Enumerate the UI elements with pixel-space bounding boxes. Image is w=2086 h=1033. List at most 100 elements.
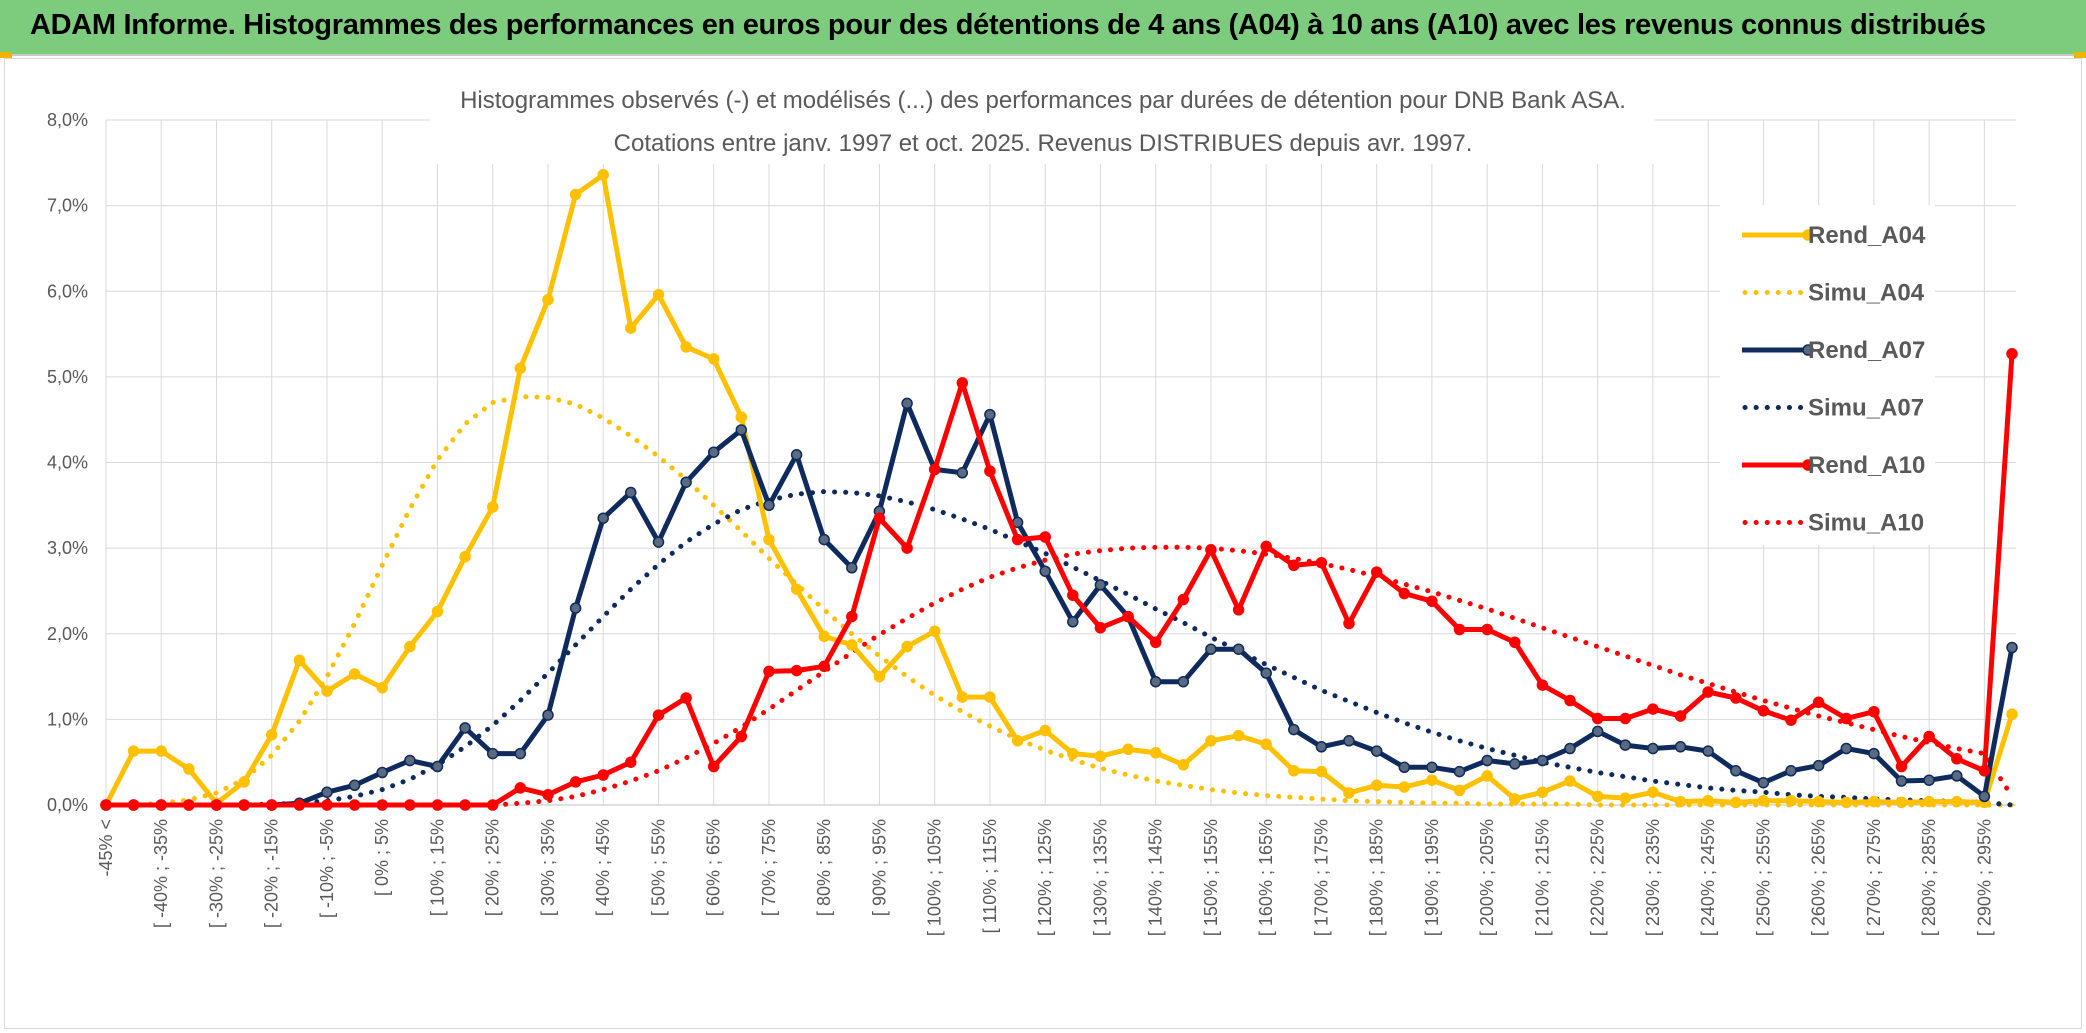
- Rend_A10-point: [1895, 760, 1908, 773]
- legend-box: [1720, 205, 1935, 545]
- x-tick-label: [ 270% ; 275%: [1864, 819, 1884, 936]
- Rend_A07-point: [1453, 765, 1466, 778]
- Rend_A10-point: [1509, 636, 1521, 649]
- Rend_A10-point: [1591, 712, 1604, 725]
- Rend_A04-point: [652, 288, 665, 301]
- Rend_A07-line: [103, 400, 2015, 808]
- Rend_A10-point: [1951, 753, 1963, 765]
- Rend_A04-point: [625, 322, 637, 334]
- Rend_A04-point: [183, 763, 195, 775]
- Rend_A10-point: [1094, 622, 1107, 634]
- Rend_A04-point: [1785, 794, 1797, 807]
- legend-label: Rend_A07: [1808, 337, 1925, 364]
- series-Rend_A04: [100, 169, 2018, 811]
- Rend_A07-point: [1536, 754, 1549, 767]
- Rend_A04-point: [984, 691, 996, 703]
- Rend_A07-point: [1205, 643, 1217, 655]
- Simu_A04-line: [103, 394, 2015, 808]
- legend-item-Simu_A04: Simu_A04: [1742, 280, 1925, 307]
- Rend_A04-point: [1840, 796, 1853, 809]
- Rend_A07-point: [1647, 742, 1659, 755]
- legend-label: Rend_A10: [1808, 452, 1925, 479]
- x-tick-label: [ 80% ; 85%: [814, 819, 834, 916]
- Rend_A04-point: [542, 294, 554, 306]
- Rend_A10-point: [1785, 714, 1797, 726]
- Rend_A04-point: [818, 630, 830, 643]
- Rend_A07-point: [1674, 741, 1687, 753]
- Rend_A07-point: [1812, 759, 1825, 772]
- x-tick-label: [ -20% ; -15%: [262, 819, 282, 928]
- Rend_A07-point: [1398, 761, 1411, 774]
- Rend_A07-point: [956, 467, 969, 479]
- Rend_A10-point: [1288, 559, 1300, 572]
- Rend_A04-point: [238, 776, 250, 788]
- chart-title-line-1: Histogrammes observés (-) et modélisés (…: [460, 87, 1626, 114]
- Rend_A07-point: [1370, 745, 1383, 757]
- Rend_A07-point: [1509, 758, 1521, 770]
- x-tick-label: [ 290% ; 295%: [1974, 819, 1994, 936]
- Rend_A07-point: [1619, 739, 1632, 751]
- Rend_A07-point: [2006, 641, 2018, 654]
- Rend_A07-point: [321, 786, 333, 798]
- y-tick-label: 2,0%: [47, 624, 88, 644]
- Rend_A04-point: [928, 625, 941, 637]
- Rend_A04-point: [1315, 765, 1328, 778]
- Rend_A04-point: [155, 745, 167, 757]
- Rend_A10-point: [404, 799, 416, 811]
- Rend_A07-point: [1564, 742, 1576, 755]
- Rend_A04-point: [431, 605, 444, 618]
- Rend_A10-point: [1812, 696, 1825, 709]
- Rend_A07-point: [1094, 579, 1107, 591]
- Rend_A07-point: [735, 424, 748, 436]
- Rend_A04-point: [2006, 708, 2018, 720]
- Rend_A10-point: [818, 660, 830, 673]
- Rend_A04-point: [404, 640, 416, 653]
- y-tick-label: 4,0%: [47, 453, 88, 473]
- Rend_A07-point: [1840, 742, 1853, 755]
- Rend_A07-point: [569, 602, 582, 614]
- Rend_A04-point: [597, 169, 609, 181]
- Rend_A04-point: [1067, 747, 1079, 760]
- Rend_A10-point: [1343, 617, 1355, 630]
- legend-marker: [1802, 459, 1814, 471]
- Rend_A07-point: [1315, 741, 1328, 753]
- x-tick-label: [ 110% ; 115%: [980, 819, 1000, 933]
- y-tick-label: 3,0%: [47, 538, 88, 558]
- Rend_A10-point: [707, 760, 720, 773]
- Rend_A10-point: [1536, 679, 1549, 691]
- Rend_A04-point: [901, 640, 913, 653]
- Rend_A07-point: [680, 476, 692, 488]
- Rend_A07-point: [763, 499, 775, 512]
- x-tick-label: [ 210% ; 215%: [1532, 819, 1552, 936]
- Rend_A10-point: [1674, 710, 1687, 722]
- x-tick-label: [ 230% ; 235%: [1643, 819, 1663, 936]
- corner-accent-right: [2074, 52, 2086, 58]
- Rend_A07-point: [1591, 725, 1604, 738]
- series-Rend_A10: [100, 348, 2018, 811]
- x-tick-label: [ 130% ; 135%: [1090, 819, 1110, 936]
- Rend_A10-point: [763, 665, 775, 678]
- Rend_A07-point: [431, 760, 444, 773]
- Rend_A10-point: [846, 610, 858, 623]
- Rend_A04-point: [376, 681, 388, 694]
- x-tick-label: [ 170% ; 175%: [1311, 819, 1331, 936]
- Rend_A07-point: [818, 533, 830, 546]
- Rend_A07-point: [1149, 675, 1162, 688]
- Rend_A10-point: [376, 799, 388, 811]
- Rend_A07-point: [1785, 765, 1797, 777]
- Rend_A10-point: [321, 799, 333, 811]
- Rend_A07-point: [1288, 723, 1300, 736]
- Rend_A10-point: [459, 799, 471, 811]
- Rend_A10-point: [1564, 694, 1576, 707]
- corner-accent-left: [0, 52, 12, 58]
- Rend_A04-point: [1536, 786, 1549, 798]
- Rend_A04-point: [1260, 738, 1272, 750]
- x-tick-label: [ 260% ; 265%: [1809, 819, 1829, 936]
- Rend_A04-point: [1398, 781, 1411, 793]
- y-tick-label: 6,0%: [47, 281, 88, 301]
- Rend_A10-point: [1840, 712, 1853, 725]
- y-tick-label: 7,0%: [47, 196, 88, 216]
- Rend_A07-point: [1426, 761, 1438, 774]
- x-tick-label: [ 150% ; 155%: [1201, 819, 1221, 936]
- Rend_A07-point: [984, 408, 996, 421]
